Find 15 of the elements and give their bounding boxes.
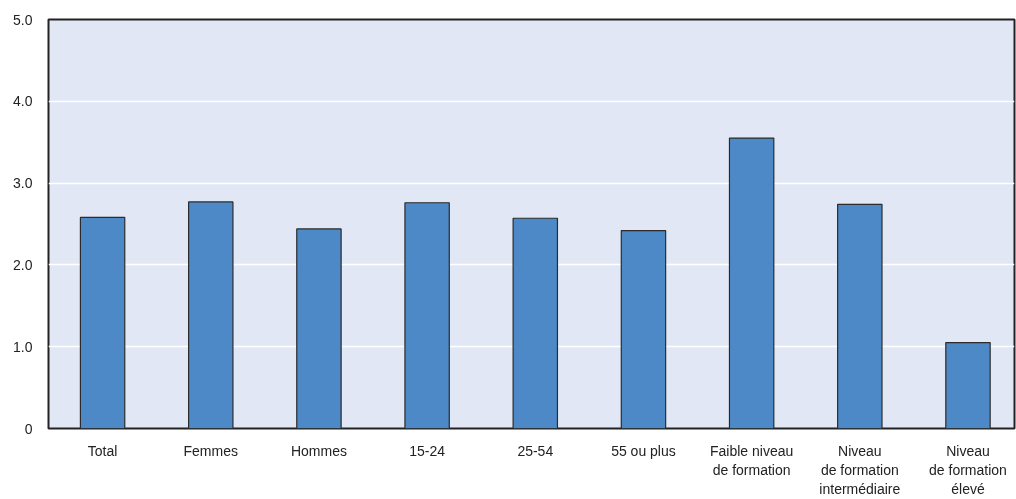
- x-tick-label: Femmes: [183, 442, 238, 459]
- x-tick-label: Total: [87, 442, 118, 459]
- y-tick-label: 0: [24, 420, 33, 437]
- y-tick-label: 2.0: [13, 256, 33, 273]
- x-tick-label: 25-54: [517, 442, 554, 459]
- y-tick-label: 1.0: [13, 338, 33, 355]
- y-tick-label: 4.0: [13, 93, 33, 110]
- x-tick-label: Niveau de formation intermédiaire: [819, 442, 901, 497]
- x-tick-label: Faible niveau de formation: [710, 442, 794, 478]
- y-tick-label: 3.0: [13, 175, 33, 192]
- x-tick-label: 55 ou plus: [611, 442, 676, 459]
- y-tick-label: 5.0: [13, 11, 33, 28]
- x-tick-label: Hommes: [290, 442, 347, 459]
- x-tick-label: 15-24: [409, 442, 446, 459]
- x-tick-label: Niveau de formation élevé: [929, 442, 1007, 497]
